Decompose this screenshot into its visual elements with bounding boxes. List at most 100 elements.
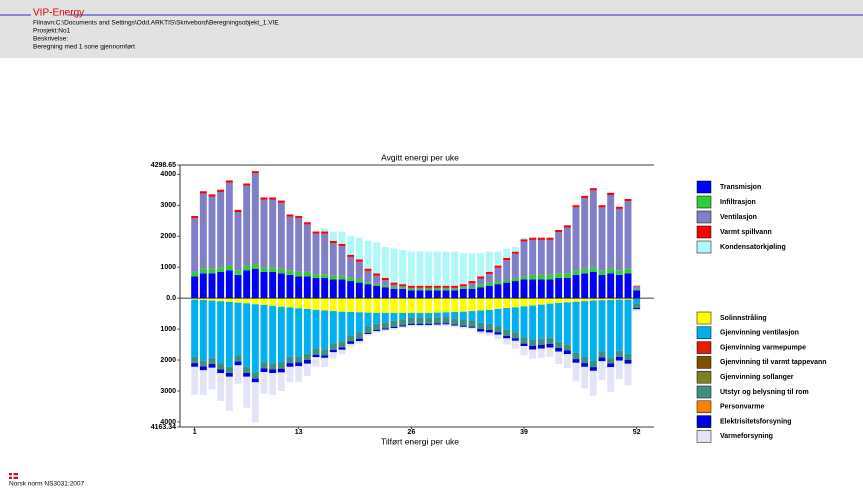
- bar-segment: [468, 288, 476, 299]
- bar-segment: [399, 286, 407, 289]
- bar-segment: [494, 251, 502, 266]
- bar-segment: [468, 286, 476, 289]
- bar-segment: [251, 268, 259, 299]
- bar-segment: [485, 329, 493, 333]
- bar-segment: [555, 341, 563, 348]
- bar-segment: [355, 312, 363, 333]
- bar-segment: [277, 298, 285, 307]
- bar-segment: [277, 362, 285, 369]
- bar-segment: [355, 338, 363, 342]
- bar-segment: [364, 268, 372, 271]
- bar-segment: [468, 281, 476, 284]
- bar-segment: [303, 360, 311, 364]
- bar-segment: [199, 370, 207, 396]
- bar-segment: [260, 298, 268, 305]
- legend-swatch: [696, 311, 712, 325]
- bar-segment: [459, 326, 467, 329]
- bar-segment: [442, 290, 450, 299]
- bar-segment: [373, 275, 381, 284]
- bar-segment: [338, 279, 346, 299]
- bar-segment: [251, 173, 259, 265]
- bar-segment: [529, 298, 537, 306]
- bar-segment: [529, 339, 537, 346]
- bar-segment: [277, 306, 285, 363]
- bar-segment: [433, 287, 441, 289]
- bar-segment: [433, 285, 441, 288]
- bar-segment: [494, 334, 502, 340]
- bar-segment: [459, 311, 467, 320]
- bar-segment: [546, 347, 554, 357]
- bar-segment: [477, 284, 485, 288]
- bar-segment: [199, 273, 207, 299]
- bar-segment: [295, 298, 303, 309]
- bar-segment: [563, 277, 571, 299]
- bar-segment: [373, 331, 381, 333]
- bar-segment: [225, 373, 233, 377]
- bar-segment: [286, 307, 294, 357]
- bar-segment: [225, 180, 233, 183]
- bar-segment: [598, 270, 606, 275]
- bar-segment: [329, 279, 337, 299]
- bar-segment: [381, 312, 389, 323]
- bar-segment: [425, 325, 433, 327]
- bar-segment: [607, 298, 615, 300]
- bar-segment: [390, 328, 398, 330]
- bar-segment: [295, 216, 303, 219]
- bar-segment: [624, 199, 632, 202]
- bar-segment: [537, 348, 545, 358]
- bar-segment: [425, 312, 433, 318]
- bar-segment: [442, 298, 450, 313]
- bar-segment: [269, 197, 277, 200]
- bar-segment: [407, 298, 415, 313]
- bar-segment: [364, 334, 372, 336]
- bar-segment: [312, 357, 320, 367]
- header-line: Beregning med 1 sone gjennomført: [33, 44, 135, 51]
- bar-segment: [355, 282, 363, 299]
- bar-segment: [572, 301, 580, 353]
- bar-segment: [624, 268, 632, 274]
- bar-segment: [581, 301, 589, 357]
- legend-swatch: [696, 180, 712, 194]
- legend-swatch: [696, 356, 712, 369]
- bar-segment: [321, 231, 329, 234]
- y-tick-label: 4163.34: [151, 424, 176, 431]
- bar-segment: [329, 231, 337, 241]
- footer-text: Norsk norm NS3031:2007: [9, 481, 85, 488]
- bar-segment: [399, 298, 407, 313]
- bar-segment: [329, 349, 337, 353]
- bar-segment: [503, 248, 511, 258]
- bar-segment: [312, 298, 320, 310]
- bar-segment: [503, 308, 511, 330]
- bar-segment: [208, 367, 216, 390]
- bar-segment: [260, 197, 268, 200]
- bar-segment: [555, 229, 563, 233]
- bar-segment: [373, 312, 381, 324]
- bar-segment: [321, 274, 329, 278]
- bar-segment: [589, 298, 597, 301]
- bar-segment: [598, 274, 606, 299]
- bar-segment: [624, 298, 632, 300]
- bar-segment: [416, 287, 424, 289]
- x-tick-label: 39: [520, 429, 528, 436]
- x-tick-label: 26: [407, 429, 415, 436]
- bar-segment: [555, 347, 563, 352]
- bar-segment: [459, 319, 467, 326]
- bar-segment: [251, 378, 259, 383]
- bar-segment: [451, 312, 459, 319]
- bar-segment: [572, 359, 580, 363]
- bar-segment: [312, 348, 320, 355]
- bar-segment: [329, 343, 337, 350]
- bar-segment: [208, 268, 216, 274]
- bar-segment: [277, 372, 285, 391]
- bar-segment: [529, 237, 537, 240]
- y-tick-label: 4000: [160, 419, 176, 426]
- bar-segment: [459, 286, 467, 287]
- bar-segment: [355, 259, 363, 262]
- bar-segment: [520, 237, 528, 240]
- legend-label: Gjenvinning sollanger: [720, 374, 794, 381]
- bar-segment: [251, 264, 259, 269]
- bar-segment: [312, 277, 320, 299]
- bar-segment: [485, 323, 493, 330]
- bar-segment: [243, 298, 251, 304]
- bar-segment: [355, 298, 363, 313]
